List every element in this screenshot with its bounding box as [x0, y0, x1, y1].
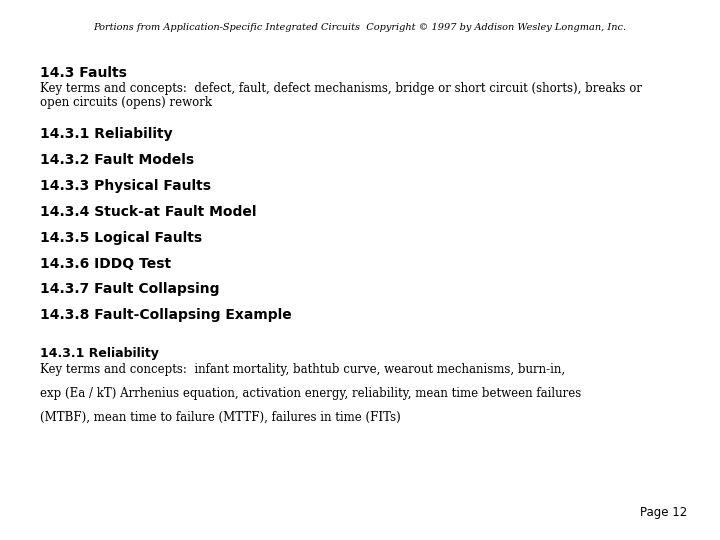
Text: Key terms and concepts:  infant mortality, bathtub curve, wearout mechanisms, bu: Key terms and concepts: infant mortality… [40, 363, 564, 376]
Text: 14.3.8 Fault-Collapsing Example: 14.3.8 Fault-Collapsing Example [40, 308, 292, 322]
Text: open circuits (opens) rework: open circuits (opens) rework [40, 96, 212, 109]
Text: (MTBF), mean time to failure (MTTF), failures in time (FITs): (MTBF), mean time to failure (MTTF), fai… [40, 410, 400, 423]
Text: 14.3.4 Stuck-at Fault Model: 14.3.4 Stuck-at Fault Model [40, 205, 256, 219]
Text: 14.3.1 Reliability: 14.3.1 Reliability [40, 127, 172, 141]
Text: 14.3.7 Fault Collapsing: 14.3.7 Fault Collapsing [40, 282, 219, 296]
Text: 14.3.1 Reliability: 14.3.1 Reliability [40, 347, 158, 360]
Text: Key terms and concepts:  defect, fault, defect mechanisms, bridge or short circu: Key terms and concepts: defect, fault, d… [40, 82, 642, 95]
Text: Page 12: Page 12 [640, 507, 688, 519]
Text: exp (Ea / kT) Arrhenius equation, activation energy, reliability, mean time betw: exp (Ea / kT) Arrhenius equation, activa… [40, 387, 581, 400]
Text: Portions from Application-Specific Integrated Circuits  Copyright © 1997 by Addi: Portions from Application-Specific Integ… [94, 23, 626, 32]
Text: 14.3.5 Logical Faults: 14.3.5 Logical Faults [40, 231, 202, 245]
Text: 14.3.6 IDDQ Test: 14.3.6 IDDQ Test [40, 256, 171, 271]
Text: 14.3.2 Fault Models: 14.3.2 Fault Models [40, 153, 194, 167]
Text: 14.3 Faults: 14.3 Faults [40, 66, 127, 80]
Text: 14.3.3 Physical Faults: 14.3.3 Physical Faults [40, 179, 210, 193]
